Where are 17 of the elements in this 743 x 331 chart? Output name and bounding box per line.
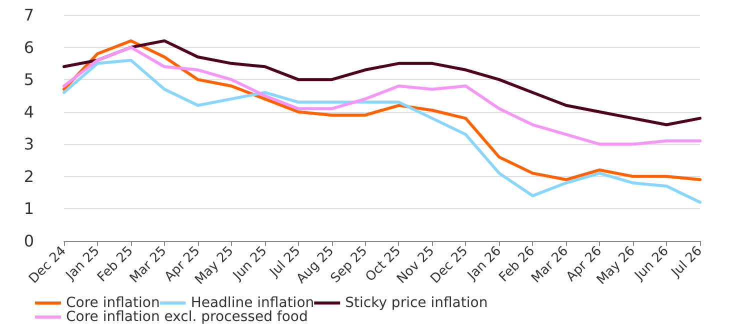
y-tick-label: 1 <box>24 199 34 218</box>
line-series <box>62 39 702 182</box>
line-series <box>62 39 702 126</box>
y-tick-label: 6 <box>24 38 34 57</box>
y-tick-label: 2 <box>24 166 34 186</box>
line-series <box>62 58 702 204</box>
line-series <box>62 46 702 146</box>
y-tick-label: 7 <box>24 6 34 24</box>
y-tick-label: 3 <box>24 134 34 154</box>
legend-label: Core inflation excl. processed food <box>66 309 308 325</box>
legend-label: Headline inflation <box>190 295 314 311</box>
x-tick-label: Jul 26 <box>668 244 706 281</box>
y-tick-label: 4 <box>24 102 34 122</box>
y-tick-label: 0 <box>24 232 34 250</box>
legend-label: Sticky price inflation <box>345 295 488 311</box>
legend-label: Core inflation <box>66 295 160 311</box>
y-tick-label: 5 <box>24 70 34 90</box>
